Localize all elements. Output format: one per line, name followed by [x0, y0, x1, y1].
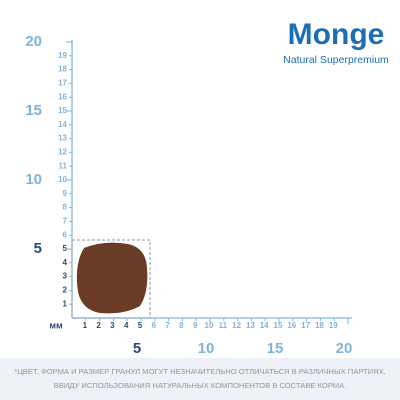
x-major-label: 10	[198, 340, 215, 357]
y-tick-label: 17	[58, 79, 67, 88]
x-tick-label: 1	[83, 321, 88, 330]
y-tick-label: 8	[63, 203, 68, 212]
x-major-label: 5	[133, 340, 141, 357]
y-tick-label: 16	[58, 92, 67, 101]
kibble	[76, 242, 148, 314]
y-tick-label: 13	[58, 134, 67, 143]
y-tick-label: 12	[58, 148, 67, 157]
y-tick-label: 18	[58, 65, 67, 74]
x-tick-label: 10	[205, 321, 214, 330]
x-tick-label: 18	[315, 321, 324, 330]
x-tick-label: 15	[274, 321, 283, 330]
y-tick-label: 15	[58, 106, 67, 115]
x-tick-label: 4	[124, 321, 129, 330]
y-tick-label: 9	[63, 189, 68, 198]
y-tick-label: 6	[63, 230, 68, 239]
disclaimer-line: ВВИДУ ИСПОЛЬЗОВАНИЯ НАТУРАЛЬНЫХ КОМПОНЕН…	[54, 381, 347, 390]
x-tick-label: 19	[329, 321, 338, 330]
y-tick-label: 14	[58, 120, 67, 129]
x-tick-label: 11	[219, 321, 228, 330]
x-tick-label: 16	[287, 321, 296, 330]
y-major-label: 10	[25, 171, 42, 188]
x-tick-label: 8	[179, 321, 184, 330]
y-tick-label: 2	[63, 286, 68, 295]
y-tick-label: 10	[58, 175, 67, 184]
logo-brand: Monge	[288, 18, 385, 51]
y-tick-label: 11	[59, 161, 68, 170]
y-tick-label: 3	[63, 272, 68, 281]
y-tick-label: 1	[63, 299, 68, 308]
y-major-label: 15	[25, 102, 42, 119]
y-major-label: 20	[25, 33, 42, 50]
x-major-label: 20	[336, 340, 353, 357]
x-tick-label: 9	[193, 321, 198, 330]
x-tick-label: 17	[301, 321, 310, 330]
y-tick-label: 7	[63, 217, 68, 226]
x-tick-label: 13	[246, 321, 255, 330]
x-tick-label: 2	[96, 321, 101, 330]
size-box	[71, 239, 151, 319]
x-tick-label: 14	[260, 321, 269, 330]
x-tick-label: 5	[138, 321, 143, 330]
x-tick-label: 3	[110, 321, 115, 330]
x-tick-label: 6	[152, 321, 157, 330]
x-major-label: 15	[267, 340, 284, 357]
y-tick-label: 5	[63, 244, 68, 253]
logo-tagline: Natural Superpremium	[283, 54, 389, 66]
y-tick-label: 4	[63, 258, 68, 267]
unit-label: мм	[49, 320, 63, 330]
x-tick-label: 12	[232, 321, 241, 330]
x-tick-label: 7	[165, 321, 170, 330]
disclaimer-band	[0, 358, 400, 400]
disclaimer-line: *ЦВЕТ, ФОРМА И РАЗМЕР ГРАНУЛ МОГУТ НЕЗНА…	[14, 367, 386, 376]
y-tick-label: 19	[58, 51, 67, 60]
y-major-label: 5	[34, 240, 42, 257]
